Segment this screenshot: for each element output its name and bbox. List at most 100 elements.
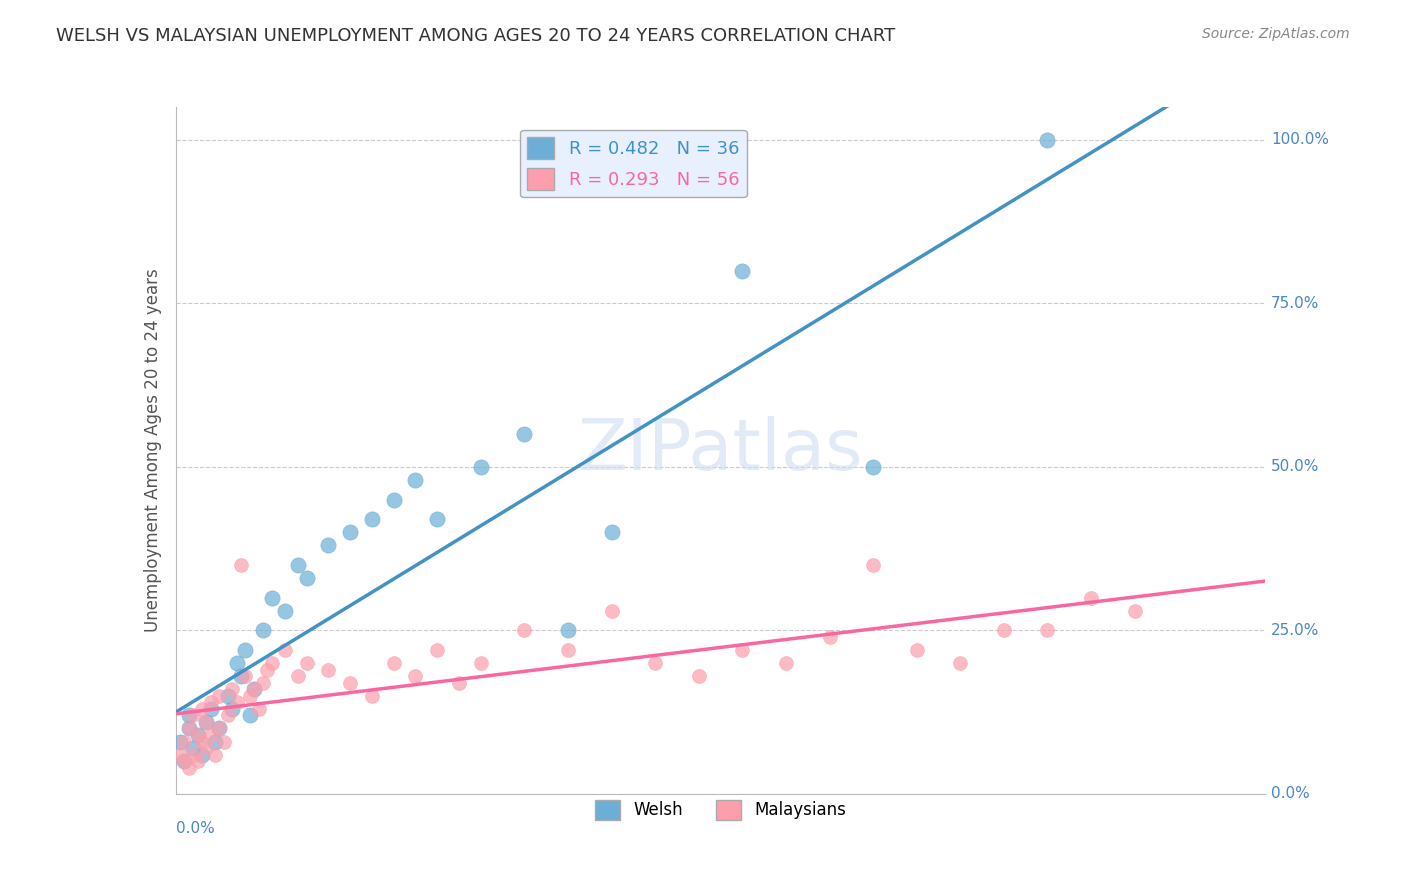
Y-axis label: Unemployment Among Ages 20 to 24 years: Unemployment Among Ages 20 to 24 years [143,268,162,632]
Point [225,695,247,709]
Point [557,643,579,657]
Point [274,604,297,618]
Point [287,669,309,683]
Point [169,747,191,762]
Text: Source: ZipAtlas.com: Source: ZipAtlas.com [1202,27,1350,41]
Point [382,656,405,670]
Point [949,656,972,670]
Point [186,754,209,768]
Point [862,558,884,572]
Point [191,702,214,716]
Point [688,669,710,683]
Point [1123,604,1146,618]
Point [225,656,247,670]
Point [212,734,235,748]
Point [862,459,884,474]
Point [200,702,222,716]
Point [221,702,243,716]
Point [173,734,195,748]
Point [169,734,191,748]
Point [181,747,204,762]
Point [195,714,218,729]
Point [600,525,623,540]
Point [600,604,623,618]
Point [177,761,200,775]
Point [239,689,262,703]
Point [204,747,226,762]
Point [252,675,274,690]
Point [274,643,297,657]
Text: WELSH VS MALAYSIAN UNEMPLOYMENT AMONG AGES 20 TO 24 YEARS CORRELATION CHART: WELSH VS MALAYSIAN UNEMPLOYMENT AMONG AG… [56,27,896,45]
Point [186,728,209,742]
Point [287,558,309,572]
Point [260,591,283,605]
Point [231,669,253,683]
Point [447,675,470,690]
Point [181,708,204,723]
Point [993,624,1015,638]
Point [217,689,239,703]
Point [295,656,318,670]
Point [382,492,405,507]
Point [239,708,262,723]
Point [247,702,270,716]
Point [173,754,195,768]
Point [405,473,427,487]
Text: 50.0%: 50.0% [1271,459,1319,475]
Point [243,682,266,697]
Point [208,689,231,703]
Point [235,669,257,683]
Point [195,741,218,756]
Point [208,722,231,736]
Point [318,663,340,677]
Point [360,689,382,703]
Text: 0.0%: 0.0% [176,822,215,837]
Point [191,747,214,762]
Point [905,643,928,657]
Point [360,512,382,526]
Point [173,754,195,768]
Point [318,538,340,552]
Point [177,708,200,723]
Point [1080,591,1102,605]
Point [818,630,841,644]
Point [191,734,214,748]
Point [231,558,253,572]
Point [195,714,218,729]
Point [513,624,536,638]
Text: 0.0%: 0.0% [1271,787,1309,801]
Point [235,643,257,657]
Point [731,263,754,277]
Point [217,708,239,723]
Text: 100.0%: 100.0% [1271,132,1329,147]
Point [339,525,361,540]
Point [557,624,579,638]
Legend: Welsh, Malaysians: Welsh, Malaysians [588,793,853,827]
Point [200,695,222,709]
Point [470,459,492,474]
Point [260,656,283,670]
Point [775,656,797,670]
Text: 25.0%: 25.0% [1271,623,1319,638]
Point [513,427,536,442]
Point [200,728,222,742]
Point [177,722,200,736]
Point [208,722,231,736]
Point [644,656,666,670]
Point [295,571,318,585]
Point [243,682,266,697]
Point [339,675,361,690]
Point [1036,624,1059,638]
Text: ZIPatlas: ZIPatlas [578,416,863,485]
Point [405,669,427,683]
Point [186,728,209,742]
Point [256,663,278,677]
Text: 75.0%: 75.0% [1271,296,1319,310]
Point [252,624,274,638]
Point [426,643,449,657]
Point [470,656,492,670]
Point [1036,133,1059,147]
Point [221,682,243,697]
Point [181,741,204,756]
Point [204,734,226,748]
